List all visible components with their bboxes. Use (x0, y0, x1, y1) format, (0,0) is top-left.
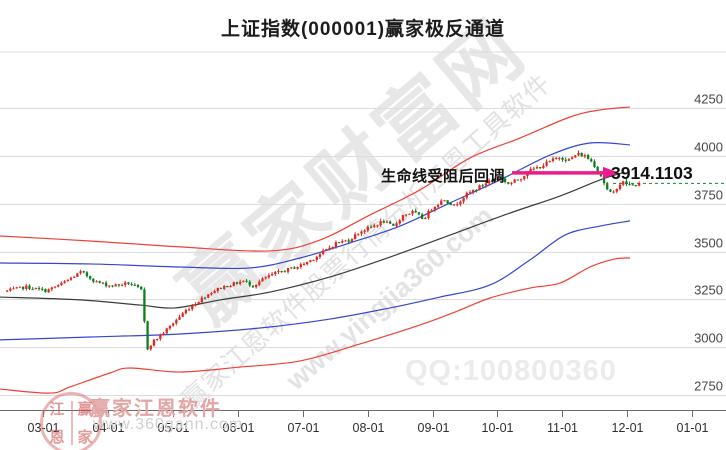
x-axis-label: 07-01 (288, 421, 320, 435)
x-axis-label: 11-01 (547, 421, 578, 435)
channel-upper_inner (0, 141, 631, 270)
annotation-arrow-head (603, 166, 619, 179)
x-axis-label: 06-01 (223, 421, 255, 435)
x-axis-label: 12-01 (612, 421, 644, 435)
x-axis-label: 09-01 (418, 421, 450, 435)
y-axis-label: 2750 (694, 379, 723, 394)
seal-char: 江 (49, 400, 65, 418)
x-axis-label: 08-01 (353, 421, 385, 435)
seal-char: 赢 (77, 400, 93, 418)
brand-website-url: www.360gann.com (93, 416, 244, 433)
brand-software-name: 赢家江恩软件 (90, 398, 222, 420)
seal-char: 恩 (49, 428, 65, 446)
watermark-qq-number: QQ:100800360 (405, 355, 617, 387)
chart-title: 上证指数(000001)赢家极反通道 (220, 19, 506, 40)
y-axis-label: 3000 (694, 331, 723, 346)
channel-lower_outer (0, 257, 631, 394)
x-axis-label: 10-01 (482, 421, 514, 435)
channel-lower_inner (0, 220, 631, 341)
y-axis-label: 3250 (694, 283, 723, 298)
annotation-lifeline-value: 3914.1103 (611, 163, 693, 183)
gann-seal-logo-icon: 江赢恩家 (40, 392, 102, 450)
channel-upper_outer (0, 106, 631, 252)
x-axis-label: 01-01 (677, 421, 709, 435)
y-axis-label: 4250 (694, 92, 723, 107)
annotation-lifeline-label: 生命线受阻后回调 (381, 168, 506, 185)
y-axis-label: 3500 (694, 236, 723, 251)
y-axis-label: 4000 (694, 140, 723, 155)
x-axis-label: 05-01 (158, 421, 190, 435)
seal-char: 家 (77, 428, 93, 446)
candlestick-series (6, 150, 641, 351)
y-axis-label: 3750 (694, 188, 723, 203)
channel-life_line (0, 171, 625, 309)
